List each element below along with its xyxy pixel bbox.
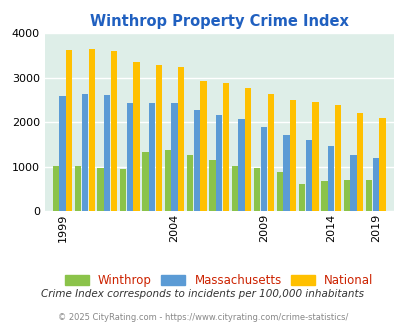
Bar xyxy=(126,103,132,211)
Bar xyxy=(200,81,206,211)
Bar xyxy=(149,103,155,211)
Text: © 2025 CityRating.com - https://www.cityrating.com/crime-statistics/: © 2025 CityRating.com - https://www.city… xyxy=(58,313,347,322)
Bar xyxy=(209,160,215,211)
Bar xyxy=(111,51,117,211)
Bar xyxy=(164,150,171,211)
Bar xyxy=(350,155,356,211)
Bar xyxy=(53,166,59,211)
Bar xyxy=(97,168,104,211)
Bar xyxy=(276,173,282,211)
Bar xyxy=(289,100,296,211)
Bar xyxy=(245,88,251,211)
Bar xyxy=(267,94,273,211)
Bar xyxy=(75,166,81,211)
Bar xyxy=(66,50,72,211)
Bar xyxy=(222,83,228,211)
Bar xyxy=(82,94,88,211)
Bar xyxy=(133,61,139,211)
Bar xyxy=(155,65,162,211)
Bar xyxy=(298,183,305,211)
Bar xyxy=(356,113,362,211)
Bar xyxy=(104,95,110,211)
Legend: Winthrop, Massachusetts, National: Winthrop, Massachusetts, National xyxy=(61,271,376,291)
Bar xyxy=(119,169,126,211)
Bar xyxy=(305,140,311,211)
Bar xyxy=(142,152,148,211)
Bar xyxy=(178,67,184,211)
Bar xyxy=(238,119,244,211)
Bar xyxy=(343,180,349,211)
Bar xyxy=(187,155,193,211)
Bar xyxy=(365,180,371,211)
Text: Crime Index corresponds to incidents per 100,000 inhabitants: Crime Index corresponds to incidents per… xyxy=(41,289,364,299)
Bar xyxy=(334,105,340,211)
Bar xyxy=(231,166,237,211)
Bar xyxy=(59,96,66,211)
Bar xyxy=(260,127,266,211)
Bar xyxy=(215,115,222,211)
Bar xyxy=(320,182,327,211)
Bar xyxy=(193,110,200,211)
Bar xyxy=(372,158,378,211)
Bar xyxy=(311,102,318,211)
Bar xyxy=(283,135,289,211)
Bar xyxy=(327,146,333,211)
Bar xyxy=(171,103,177,211)
Bar xyxy=(379,118,385,211)
Title: Winthrop Property Crime Index: Winthrop Property Crime Index xyxy=(90,14,348,29)
Bar xyxy=(254,168,260,211)
Bar xyxy=(88,50,94,211)
